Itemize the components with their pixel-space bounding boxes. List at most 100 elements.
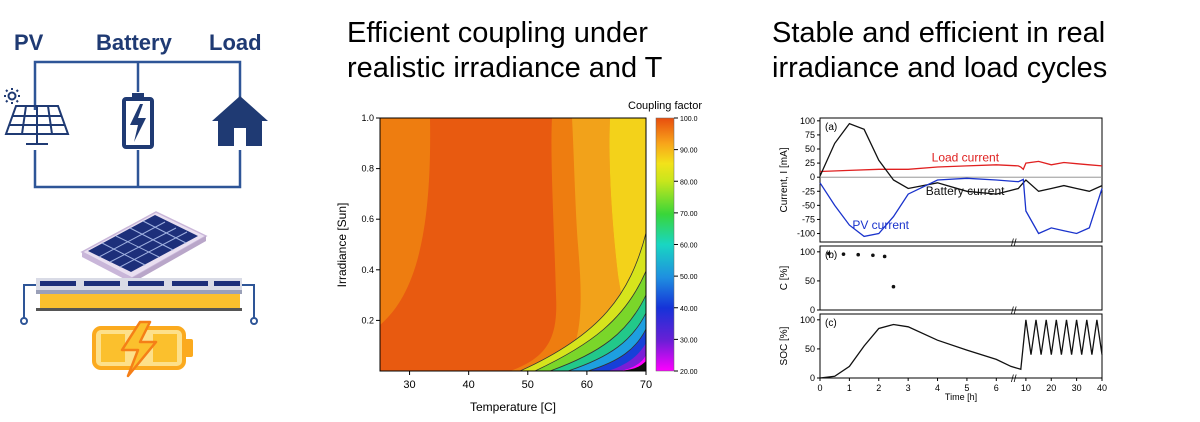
y-tick-label: 0 bbox=[810, 172, 815, 182]
solar-panel-icon bbox=[4, 88, 70, 145]
series-line bbox=[819, 319, 1103, 379]
y-tick-label: 0.4 bbox=[361, 265, 374, 275]
y-axis-label: C [%] bbox=[779, 266, 790, 291]
right-heading: Stable and efficient in real irradiance … bbox=[772, 16, 1107, 86]
x-tick-label: 40 bbox=[463, 379, 475, 391]
y-tick-label: -50 bbox=[802, 200, 815, 210]
y-tick-label: 1.0 bbox=[361, 113, 374, 123]
data-point bbox=[856, 252, 860, 257]
y-tick-label: -100 bbox=[797, 229, 815, 239]
y-axis-label: SOC [%] bbox=[779, 326, 790, 365]
colorbar-tick-label: 30.00 bbox=[680, 337, 698, 344]
coupling-heatmap-chart: 30 40 50 60 70 0.2 0.4 0.6 0.8 1.0 Temperature [… bbox=[335, 100, 702, 414]
y-tick-label: -25 bbox=[802, 186, 815, 196]
time-series-panel: -100 -75 -50 -25 0 25 50 75 100 Current, I [mA] (a… bbox=[779, 116, 1103, 249]
x-tick-label: 70 bbox=[640, 379, 652, 391]
y-tick-label: 75 bbox=[805, 130, 815, 140]
colorbar-tick-label: 70.00 bbox=[680, 211, 698, 218]
battery-charging-icon bbox=[122, 93, 154, 149]
data-point bbox=[882, 254, 887, 259]
battery-lightning-icon bbox=[92, 320, 193, 378]
panel-label: (b) bbox=[825, 250, 837, 261]
colorbar-tick-label: 50.00 bbox=[680, 274, 698, 281]
battery-label: Battery bbox=[96, 30, 172, 55]
colorbar-title: Coupling factor bbox=[628, 100, 702, 112]
series-line bbox=[819, 177, 1103, 238]
y-tick-label: 0.2 bbox=[361, 315, 374, 325]
colorbar-ticks: 20.00 30.00 40.00 50.00 60.00 70.00 80.00 90.00… bbox=[674, 116, 698, 376]
y-tick-label: 0.8 bbox=[361, 164, 374, 174]
y-tick-label: 100 bbox=[800, 116, 815, 126]
series-label: Battery current bbox=[926, 184, 1005, 198]
y-tick-label: 50 bbox=[805, 344, 815, 354]
axis-break-mark: // bbox=[1011, 374, 1017, 385]
y-tick-label: 100 bbox=[800, 247, 815, 257]
y-tick-label: 0 bbox=[810, 373, 815, 383]
x-tick-label: 50 bbox=[522, 379, 534, 391]
data-point bbox=[827, 251, 831, 256]
x-axis-label: Time [h] bbox=[945, 392, 977, 402]
left-panel: PV Battery Load bbox=[0, 0, 300, 422]
y-axis-label: Irradiance [Sun] bbox=[335, 203, 349, 288]
data-point bbox=[891, 284, 896, 289]
x-tick-label: 20 bbox=[1046, 383, 1056, 393]
colorbar-tick-label: 100.0 bbox=[680, 116, 698, 123]
y-axis-ticks: 0.2 0.4 0.6 0.8 1.0 bbox=[361, 113, 380, 325]
x-tick-label: 3 bbox=[906, 383, 911, 393]
sun-icon bbox=[4, 88, 20, 104]
circuit-wires bbox=[33, 60, 242, 189]
x-tick-label: 40 bbox=[1097, 383, 1107, 393]
plot-frame bbox=[379, 117, 647, 372]
right-heading-line2: irradiance and load cycles bbox=[772, 52, 1108, 84]
panel-frame bbox=[819, 117, 1103, 243]
y-tick-label: 50 bbox=[805, 144, 815, 154]
y-axis-label: Current, I [mA] bbox=[779, 147, 790, 212]
x-tick-label: 0 bbox=[817, 383, 822, 393]
y-tick-label: 0.6 bbox=[361, 214, 374, 224]
series-line bbox=[819, 122, 1103, 195]
x-tick-label: 2 bbox=[876, 383, 881, 393]
colorbar bbox=[655, 117, 675, 372]
colorbar-tick-label: 90.00 bbox=[680, 148, 698, 155]
panel-frame bbox=[819, 245, 1103, 311]
x-tick-label: 10 bbox=[1021, 383, 1031, 393]
series-label: PV current bbox=[852, 218, 909, 232]
panel-label: (c) bbox=[825, 318, 837, 329]
middle-heading: Efficient coupling under realistic irrad… bbox=[347, 16, 662, 86]
data-point bbox=[841, 252, 846, 256]
y-tick-label: 100 bbox=[800, 315, 815, 325]
middle-heading-line2: realistic irradiance and T bbox=[347, 52, 663, 84]
y-tick-label: 50 bbox=[805, 276, 815, 286]
circuit-diagram bbox=[4, 60, 268, 378]
series-label: Load current bbox=[932, 150, 1000, 164]
y-tick-label: -75 bbox=[802, 214, 815, 224]
x-tick-label: 30 bbox=[1072, 383, 1082, 393]
pv-label: PV bbox=[14, 30, 44, 55]
series-line bbox=[819, 160, 1103, 173]
solar-module-illustration bbox=[80, 211, 208, 283]
right-heading-line1: Stable and efficient in real bbox=[772, 17, 1106, 49]
time-series-panel: 0 50 100 SOC [%] (c) // bbox=[779, 313, 1103, 385]
x-tick-label: 4 bbox=[935, 383, 940, 393]
x-tick-label: 5 bbox=[964, 383, 969, 393]
x-tick-label: 30 bbox=[403, 379, 415, 391]
heatmap-plot-area bbox=[380, 118, 646, 371]
house-icon bbox=[212, 96, 268, 146]
x-tick-label: 6 bbox=[994, 383, 999, 393]
colorbar-tick-label: 60.00 bbox=[680, 243, 698, 250]
x-tick-label: 1 bbox=[847, 383, 852, 393]
x-axis-ticks: 30 40 50 60 70 bbox=[403, 371, 652, 391]
axis-break-mark: // bbox=[1011, 238, 1017, 249]
y-tick-label: 25 bbox=[805, 158, 815, 168]
colorbar-tick-label: 80.00 bbox=[680, 179, 698, 186]
data-point bbox=[871, 253, 875, 258]
load-label: Load bbox=[209, 30, 262, 55]
colorbar-tick-label: 40.00 bbox=[680, 306, 698, 313]
middle-heading-line1: Efficient coupling under bbox=[347, 17, 648, 49]
panel-label: (a) bbox=[825, 122, 837, 133]
integrated-device-stack bbox=[20, 278, 258, 325]
y-tick-label: 0 bbox=[810, 305, 815, 315]
colorbar-tick-label: 20.00 bbox=[680, 369, 698, 376]
time-series-panel: 0 50 100 C [%] (b) // bbox=[779, 245, 1103, 317]
